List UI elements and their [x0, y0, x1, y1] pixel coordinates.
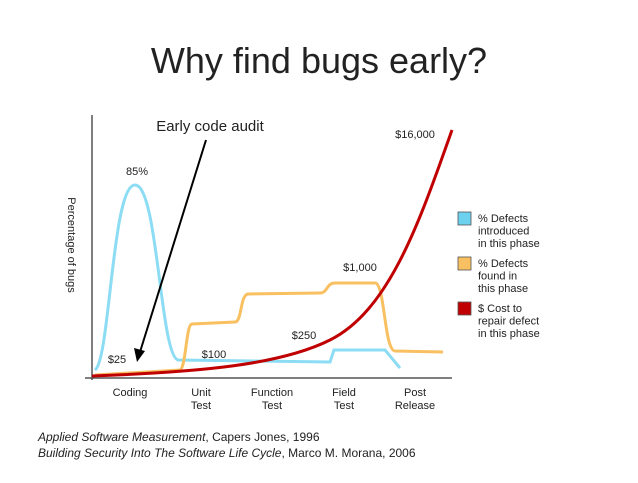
- point-label: $16,000: [395, 129, 435, 141]
- annotation-arrow: [139, 139, 207, 353]
- legend-swatch: [457, 301, 472, 316]
- y-axis-label: Percentage of bugs: [65, 197, 77, 293]
- legend-swatch: [457, 211, 472, 226]
- found-curve: [94, 281, 444, 377]
- slide-title: Why find bugs early?: [151, 40, 487, 81]
- introduced-curve: [93, 183, 402, 372]
- legend-label: found in: [478, 271, 517, 283]
- legend-label: this phase: [478, 283, 528, 295]
- citation: Building Security Into The Software Life…: [38, 446, 416, 460]
- point-label: $100: [202, 349, 226, 361]
- x-tick-label: Release: [395, 400, 435, 412]
- x-tick-label: Function: [251, 387, 293, 399]
- x-tick-label: Test: [262, 400, 282, 412]
- legend-label: % Defects: [478, 213, 529, 225]
- citation-title: Applied Software Measurement: [37, 430, 206, 444]
- legend-label: in this phase: [478, 328, 540, 340]
- point-label: $250: [292, 330, 316, 342]
- point-label: $1,000: [343, 262, 377, 274]
- legend-label: $ Cost to: [478, 303, 522, 315]
- x-tick-label: Post: [404, 387, 426, 399]
- x-tick-label: Unit: [191, 387, 211, 399]
- legend-label: % Defects: [478, 258, 529, 270]
- cost-curve: [91, 129, 454, 378]
- citation-rest: , Marco M. Morana, 2006: [281, 446, 415, 460]
- point-label: $25: [108, 354, 126, 366]
- x-tick-label: Coding: [113, 387, 148, 399]
- point-label: 85%: [126, 166, 148, 178]
- annotation: Early code audit: [156, 118, 264, 135]
- legend-label: in this phase: [478, 238, 540, 250]
- legend-label: repair defect: [478, 316, 539, 328]
- x-tick-label: Field: [332, 387, 356, 399]
- x-tick-label: Test: [191, 400, 211, 412]
- citation-rest: , Capers Jones, 1996: [205, 430, 319, 444]
- x-tick-label: Test: [334, 400, 354, 412]
- citation: Applied Software Measurement, Capers Jon…: [37, 430, 320, 444]
- legend-swatch: [457, 256, 472, 271]
- arrow-head: [134, 348, 145, 362]
- legend-label: introduced: [478, 226, 529, 238]
- citation-title: Building Security Into The Software Life…: [38, 446, 282, 460]
